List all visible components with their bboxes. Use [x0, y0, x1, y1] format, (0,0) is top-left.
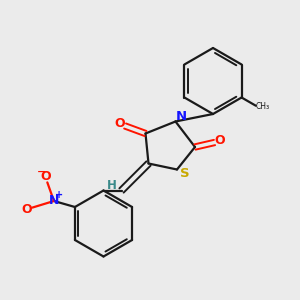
Text: O: O — [214, 134, 225, 148]
Text: O: O — [40, 170, 51, 184]
Text: O: O — [21, 202, 32, 216]
Text: −: − — [37, 167, 46, 177]
Text: +: + — [55, 190, 63, 200]
Text: H: H — [107, 178, 117, 192]
Text: O: O — [114, 117, 125, 130]
Text: S: S — [180, 167, 189, 180]
Text: CH₃: CH₃ — [255, 102, 269, 111]
Text: N: N — [175, 110, 187, 123]
Text: N: N — [49, 194, 59, 208]
